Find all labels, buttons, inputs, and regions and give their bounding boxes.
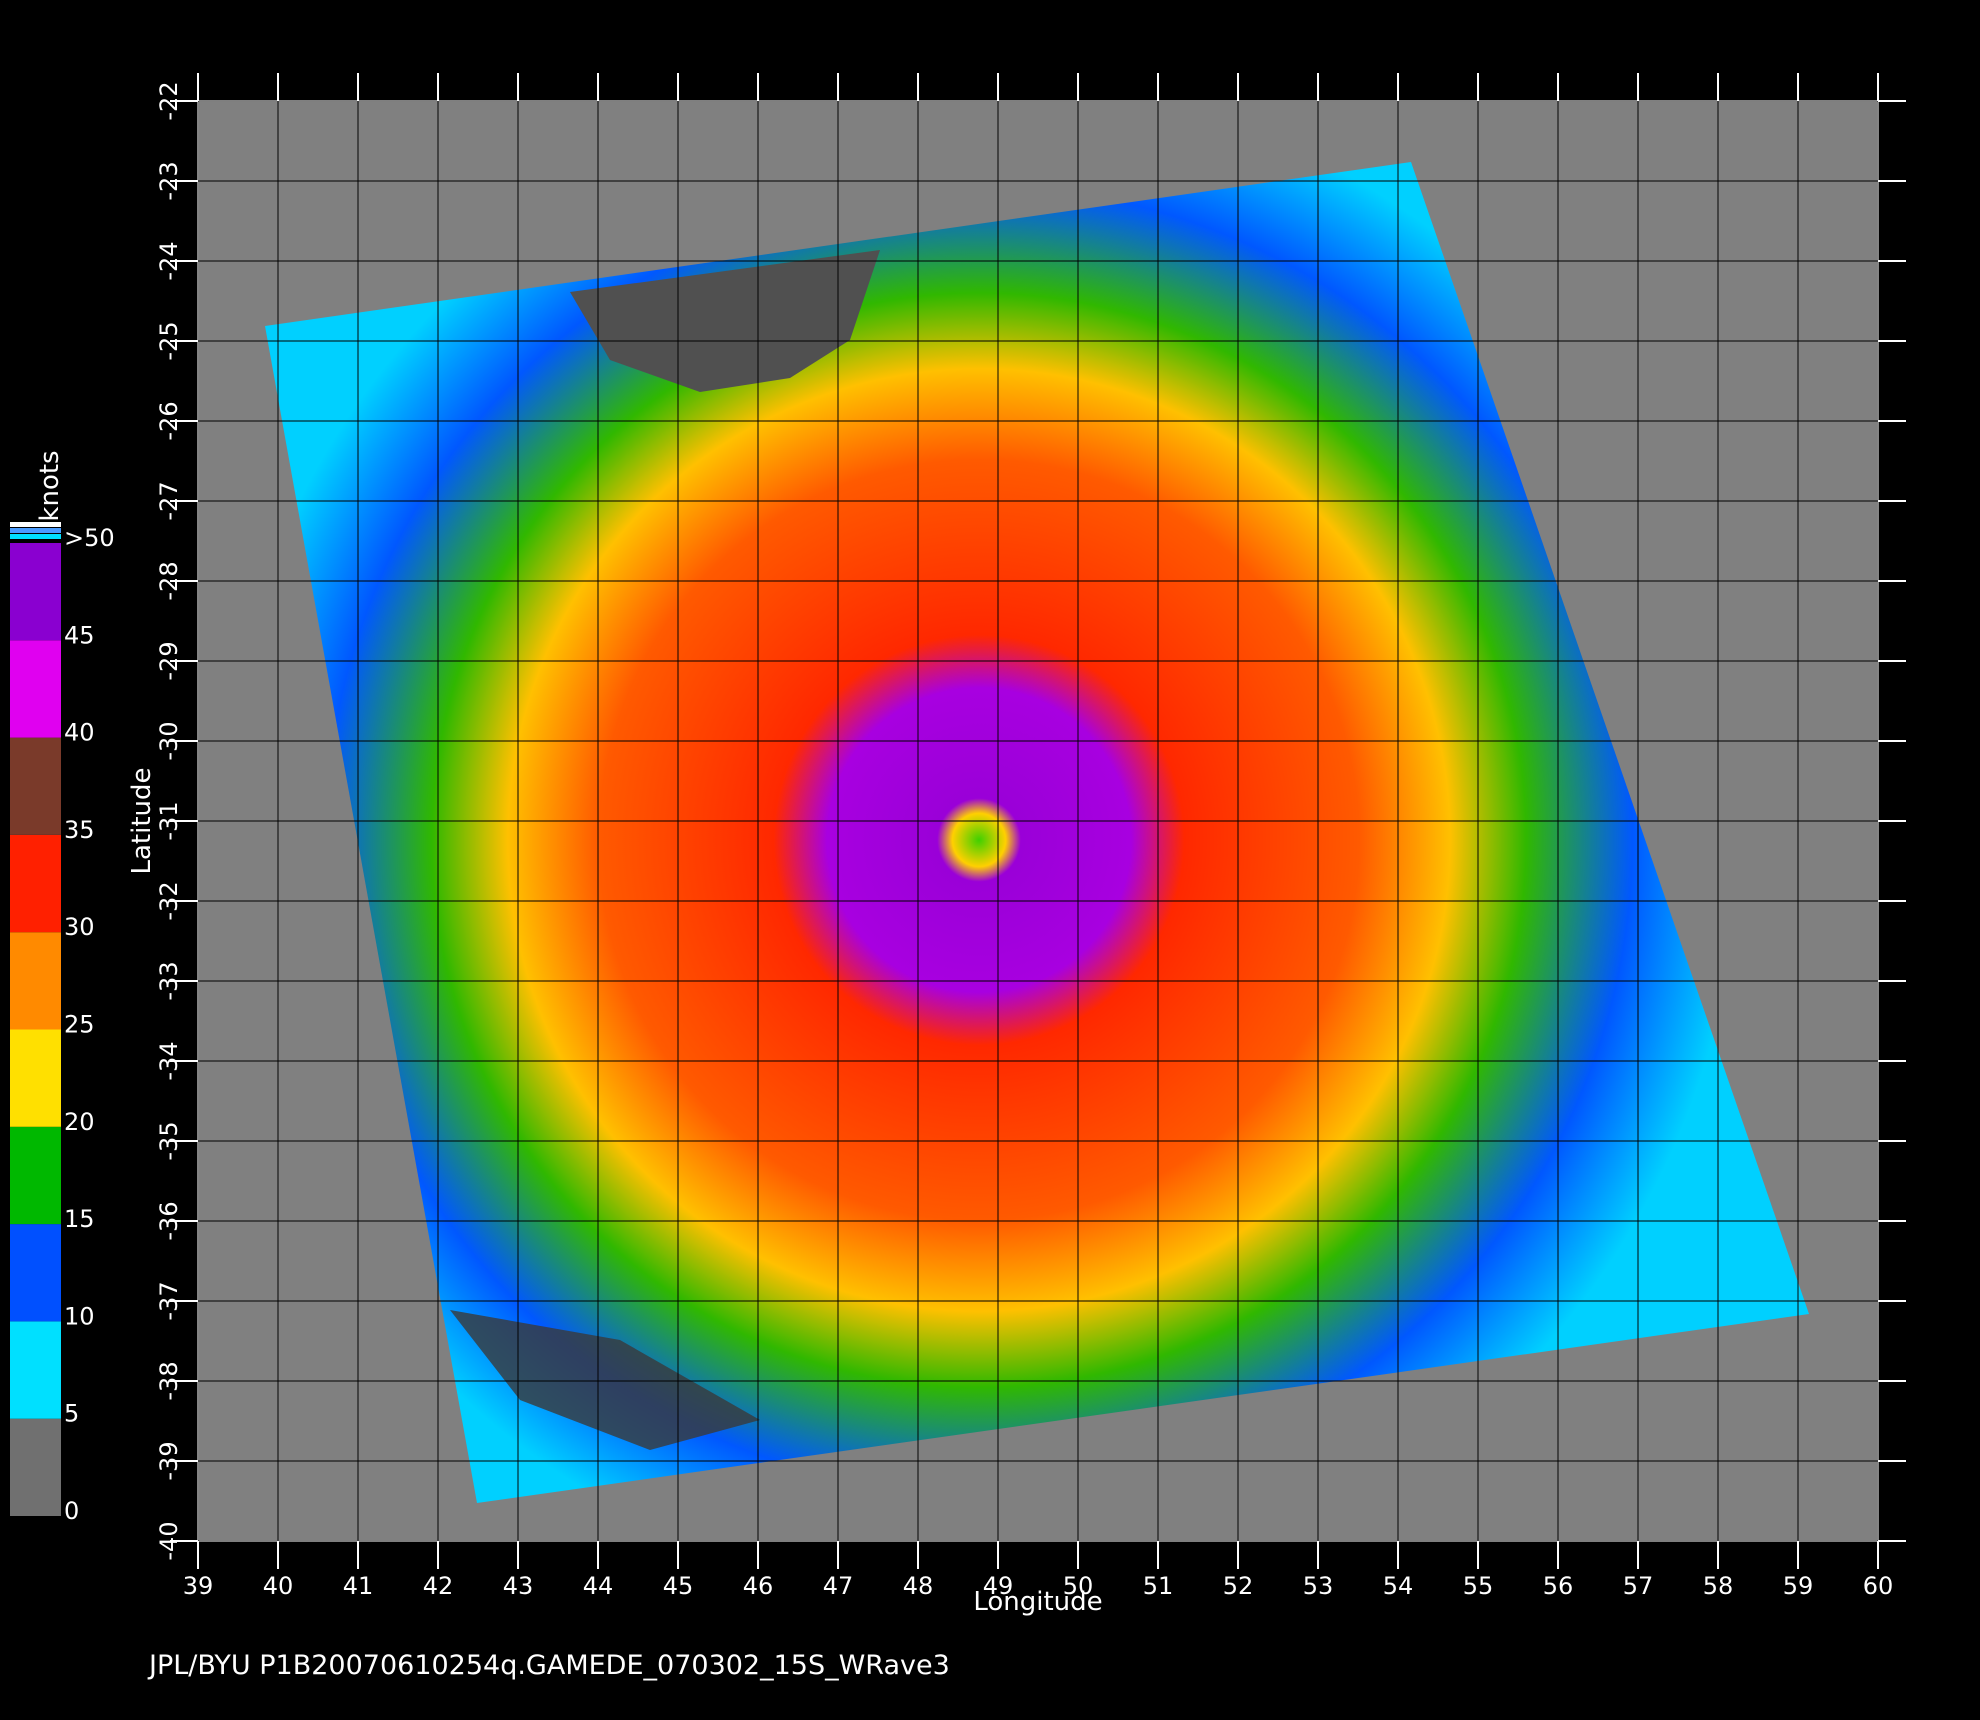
x-tick-label: 41 xyxy=(343,1572,374,1600)
calm-area xyxy=(450,1310,760,1450)
y-tick-label: -34 xyxy=(155,1041,183,1080)
colorbar-segment xyxy=(10,543,61,641)
y-tick-label: -24 xyxy=(155,241,183,280)
x-tick-label: 52 xyxy=(1223,1572,1254,1600)
x-axis-label: Longitude xyxy=(973,1587,1102,1617)
colorbar-segment xyxy=(10,1126,61,1225)
x-tick-label: 55 xyxy=(1463,1572,1494,1600)
colorbar-tick-label: 45 xyxy=(64,621,95,649)
colorbar-segment xyxy=(10,1418,61,1516)
x-tick-label: 46 xyxy=(743,1572,774,1600)
colorbar-segment xyxy=(10,737,61,835)
colorbar-tick-label: 25 xyxy=(64,1011,95,1039)
y-tick-label: -23 xyxy=(155,161,183,200)
x-tick-label: 57 xyxy=(1623,1572,1654,1600)
y-tick-label: -37 xyxy=(155,1281,183,1320)
x-tick-label: 47 xyxy=(823,1572,854,1600)
colorbar-segment xyxy=(10,1321,61,1419)
y-tick-label: -28 xyxy=(155,561,183,600)
y-tick-label: -33 xyxy=(155,961,183,1000)
land xyxy=(570,250,880,392)
y-tick-label: -25 xyxy=(155,321,183,360)
colorbar-tick-label: 20 xyxy=(64,1108,95,1136)
x-tick-label: 56 xyxy=(1543,1572,1574,1600)
y-tick-label: -31 xyxy=(155,801,183,840)
colorbar-cap xyxy=(10,534,61,539)
x-tick-label: 60 xyxy=(1863,1572,1894,1600)
colorbar-label: knots xyxy=(35,450,65,521)
x-tick-label: 58 xyxy=(1703,1572,1734,1600)
colorbar-tick-label: 35 xyxy=(64,816,95,844)
colorbar-segment xyxy=(10,1224,61,1322)
colorbar-tick-label: 40 xyxy=(64,719,95,747)
y-tick-label: -40 xyxy=(155,1521,183,1560)
x-tick-label: 59 xyxy=(1783,1572,1814,1600)
x-tick-label: 53 xyxy=(1303,1572,1334,1600)
x-tick-label: 45 xyxy=(663,1572,694,1600)
y-tick-label: -27 xyxy=(155,481,183,520)
y-tick-label: -36 xyxy=(155,1201,183,1240)
colorbar-tick-label: 15 xyxy=(64,1205,95,1233)
x-tick-label: 39 xyxy=(183,1572,214,1600)
y-tick-label: -32 xyxy=(155,881,183,920)
colorbar-segment xyxy=(10,834,61,933)
colorbar-tick-label: 5 xyxy=(64,1400,79,1428)
x-tick-label: 49 xyxy=(983,1572,1014,1600)
y-axis-label: Latitude xyxy=(127,767,157,874)
colorbar-cap xyxy=(10,528,61,533)
y-tick-label: -38 xyxy=(155,1361,183,1400)
colorbar-tick-label: 30 xyxy=(64,913,95,941)
colorbar-segment xyxy=(10,640,61,738)
x-tick-label: 40 xyxy=(263,1572,294,1600)
colorbar-tick-label: 10 xyxy=(64,1302,95,1330)
colorbar-tick-label: 0 xyxy=(64,1497,79,1525)
y-tick-label: -22 xyxy=(155,81,183,120)
y-tick-label: -26 xyxy=(155,401,183,440)
x-tick-label: 44 xyxy=(583,1572,614,1600)
x-tick-label: 42 xyxy=(423,1572,454,1600)
y-tick-label: -30 xyxy=(155,721,183,760)
colorbar-segment xyxy=(10,1029,61,1127)
footer: JPL/BYU P1B20070610254q.GAMEDE_070302_15… xyxy=(147,1650,950,1681)
y-tick-label: -35 xyxy=(155,1121,183,1160)
y-tick-label: -39 xyxy=(155,1441,183,1480)
x-tick-label: 43 xyxy=(503,1572,534,1600)
x-tick-label: 51 xyxy=(1143,1572,1174,1600)
x-tick-label: 54 xyxy=(1383,1572,1414,1600)
x-tick-label: 50 xyxy=(1063,1572,1094,1600)
colorbar-cap xyxy=(10,522,61,527)
y-tick-label: -29 xyxy=(155,641,183,680)
wind-swath xyxy=(265,162,1809,1503)
colorbar-tick-label: >50 xyxy=(64,524,115,552)
colorbar-segment xyxy=(10,932,61,1030)
x-tick-label: 48 xyxy=(903,1572,934,1600)
